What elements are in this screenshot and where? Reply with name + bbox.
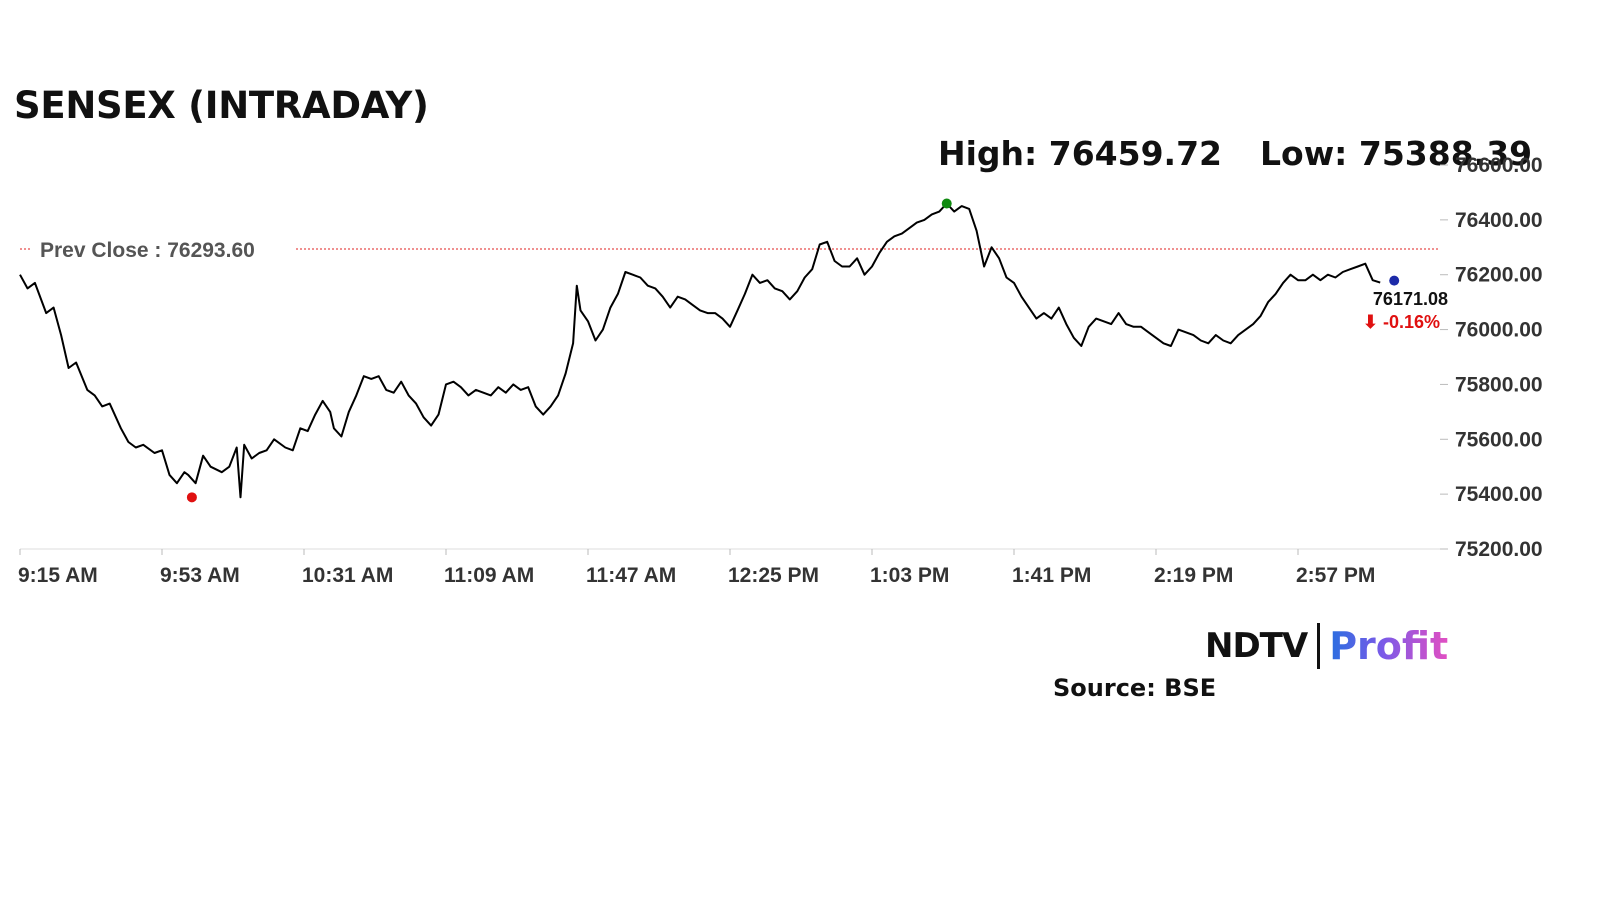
x-tick-label: 2:57 PM <box>1296 564 1375 587</box>
last-price-marker <box>1389 275 1400 286</box>
logo-profit: Profit <box>1329 624 1449 668</box>
y-tick-label: 76400.00 <box>1455 209 1543 232</box>
y-tick-label: 75600.00 <box>1455 428 1543 451</box>
chart-title: SENSEX (INTRADAY) <box>14 84 429 127</box>
ndtv-profit-logo: NDTV Profit <box>1205 620 1448 672</box>
last-price-label: 76171.08 <box>1373 289 1448 309</box>
logo-ndtv: NDTV <box>1205 626 1308 666</box>
x-tick-label: 11:09 AM <box>444 564 534 587</box>
y-tick-label: 75800.00 <box>1455 373 1543 396</box>
y-tick-label: 76000.00 <box>1455 319 1543 342</box>
source-note: Source: BSE <box>1053 674 1217 702</box>
x-tick-label: 11:47 AM <box>586 564 676 587</box>
price-series-line <box>19 202 1381 499</box>
markers: 76171.08 ⬇ -0.16% <box>186 198 1448 503</box>
y-tick-label: 76200.00 <box>1455 264 1543 287</box>
x-tick-label: 9:53 AM <box>160 564 240 587</box>
x-tick-label: 10:31 AM <box>302 564 393 587</box>
change-percent-label: ⬇ -0.16% <box>1363 312 1440 332</box>
x-tick-label: 12:25 PM <box>728 564 819 587</box>
x-axis: 9:15 AM 9:53 AM 10:31 AM 11:09 AM 11:47 AM 12… <box>18 548 1440 587</box>
plot-area <box>19 202 1381 499</box>
high-marker <box>941 198 952 209</box>
x-tick-label: 9:15 AM <box>18 564 98 587</box>
x-tick-label: 1:41 PM <box>1012 564 1091 587</box>
prev-close: Prev Close : 76293.60 <box>20 234 1440 265</box>
y-tick-label: 75400.00 <box>1455 483 1543 506</box>
x-tick-label: 2:19 PM <box>1154 564 1233 587</box>
prev-close-label: Prev Close : 76293.60 <box>40 239 255 262</box>
y-axis: 76600.00 76400.00 76200.00 76000.00 75800.00… <box>1440 154 1543 561</box>
high-value: High: 76459.72 <box>938 134 1222 173</box>
x-tick-label: 1:03 PM <box>870 564 949 587</box>
low-marker <box>186 492 197 503</box>
y-tick-label: 75200.00 <box>1455 538 1543 561</box>
logo-divider <box>1317 623 1321 669</box>
low-value: Low: 75388.39 <box>1260 134 1533 173</box>
y-tick-label: 76600.00 <box>1455 154 1543 177</box>
prev-close-label-bg <box>32 234 296 265</box>
